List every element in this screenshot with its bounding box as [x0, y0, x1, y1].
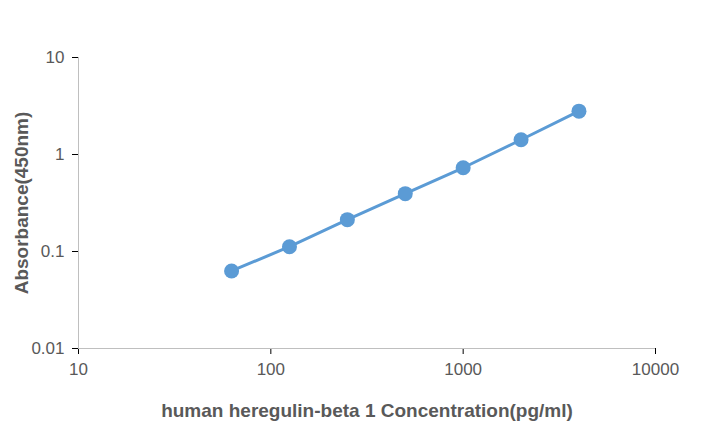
svg-text:Absorbance(450nm): Absorbance(450nm) [11, 112, 32, 295]
svg-text:1: 1 [55, 145, 64, 164]
svg-text:10000: 10000 [632, 360, 679, 379]
svg-text:100: 100 [257, 360, 285, 379]
svg-text:human heregulin-beta 1 Concent: human heregulin-beta 1 Concentration(pg/… [161, 400, 573, 421]
svg-text:10: 10 [46, 48, 65, 67]
svg-text:0.01: 0.01 [31, 339, 64, 358]
svg-text:10: 10 [69, 360, 88, 379]
svg-text:1000: 1000 [444, 360, 482, 379]
svg-text:0.1: 0.1 [41, 242, 65, 261]
